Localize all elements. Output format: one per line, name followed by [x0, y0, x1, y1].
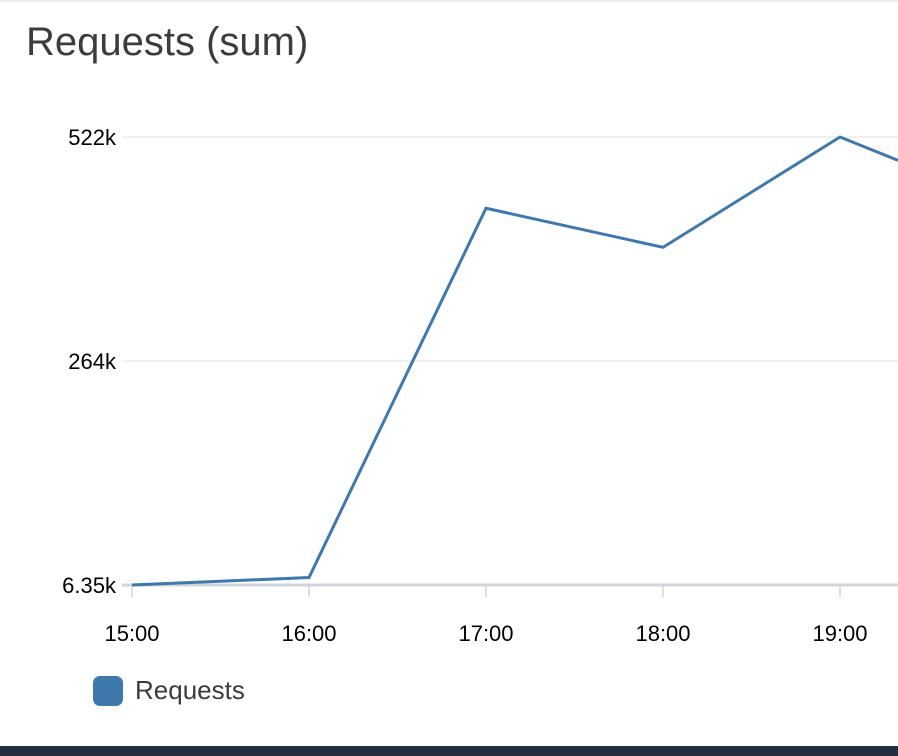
y-tick-label: 6.35k: [62, 573, 117, 598]
y-tick-label: 522k: [68, 125, 117, 150]
x-tick-label: 16:00: [281, 621, 336, 646]
widget-top-border: [0, 0, 898, 2]
series-line-requests: [131, 135, 898, 587]
x-tick-label: 18:00: [635, 621, 690, 646]
y-tick-label: 264k: [68, 349, 117, 374]
x-tick-label: 17:00: [458, 621, 513, 646]
bottom-bar: [0, 746, 898, 756]
grid-lines: [122, 136, 898, 587]
series-layer: [131, 135, 898, 587]
x-tick-label: 15:00: [104, 621, 159, 646]
widget-title: Requests (sum): [26, 20, 309, 64]
legend[interactable]: Requests: [93, 675, 245, 706]
legend-swatch-requests: [93, 675, 123, 706]
legend-label-requests: Requests: [135, 675, 245, 705]
y-axis-ticks: 522k 264k 6.35k: [62, 125, 117, 598]
x-axis-ticks: 15:00 16:00 17:00 18:00 19:00: [104, 585, 868, 646]
x-tick-label: 19:00: [812, 621, 867, 646]
